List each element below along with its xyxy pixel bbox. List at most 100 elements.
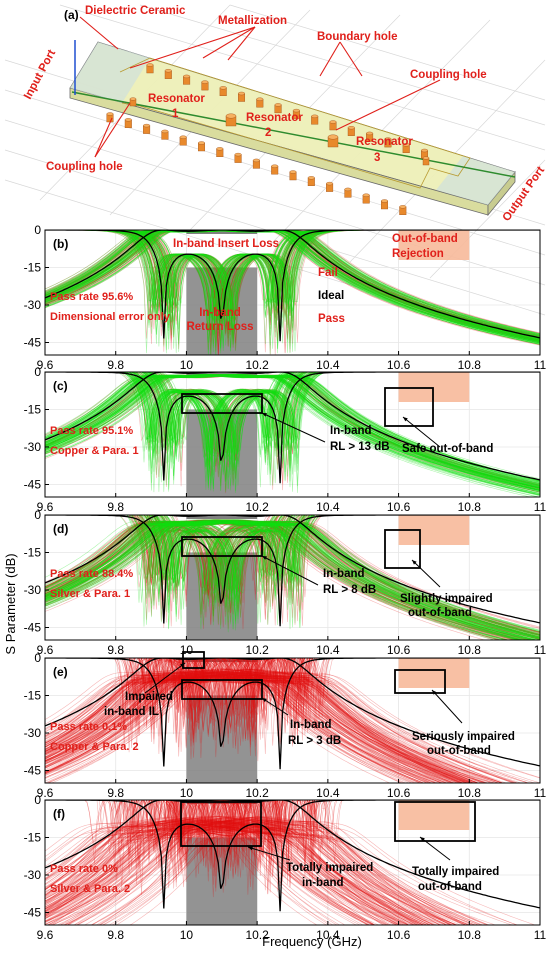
- oob-label-2: out-of-band: [408, 607, 472, 619]
- y-tick-label: -45: [24, 478, 42, 492]
- y-tick-label: -15: [24, 261, 42, 275]
- via-hole: [125, 118, 132, 127]
- via-top: [308, 176, 315, 179]
- panel-f: 9.6 9.8 10 10.2 10.4 10.6 10.8 110-15-30-45(f)P…: [24, 793, 547, 942]
- x-tick-label: 10.8: [458, 643, 482, 657]
- rl-label-1: In-band: [330, 425, 372, 437]
- x-tick-label: 10.4: [316, 643, 340, 657]
- y-tick-label: 0: [34, 508, 41, 522]
- y-axis-label: S Parameter (dB): [3, 553, 18, 654]
- y-tick-label: 0: [34, 651, 41, 665]
- x-tick-label: 10.4: [316, 786, 340, 800]
- via-top: [381, 200, 388, 203]
- panel-label: (d): [53, 522, 68, 536]
- via-top: [147, 64, 154, 67]
- condition-label: Copper & Para. 2: [50, 741, 139, 753]
- via-top: [130, 98, 136, 101]
- x-tick-label: 9.8: [107, 358, 124, 372]
- rl-label-1: In-band: [323, 568, 365, 580]
- via-top: [363, 194, 370, 197]
- via-top: [183, 75, 190, 78]
- condition-label: Dimensional error only: [50, 311, 171, 323]
- oob-arrow: [432, 690, 462, 723]
- via-hole: [217, 147, 224, 156]
- y-tick-label: -45: [24, 906, 42, 920]
- via-hole: [328, 135, 338, 147]
- label-coupling-hole-right: Coupling hole: [410, 69, 487, 81]
- pass-rate-label: Pass rate 0%: [50, 863, 118, 875]
- return-loss-label-2: Return Loss: [186, 321, 253, 333]
- via-hole: [326, 182, 333, 191]
- panel-label: (f): [53, 807, 65, 821]
- x-tick-label: 9.6: [37, 928, 54, 942]
- via-hole: [130, 98, 136, 106]
- via-top: [180, 136, 187, 139]
- x-tick-label: 10.6: [387, 786, 411, 800]
- via-top: [271, 165, 278, 168]
- via-top: [290, 171, 297, 174]
- x-tick-label: 11: [534, 928, 547, 942]
- rl-label-1: In-band: [290, 719, 332, 731]
- via-hole: [220, 86, 227, 95]
- oob-label-1: Slightly impaired: [400, 593, 493, 605]
- x-tick-label: 10.8: [458, 928, 482, 942]
- via-hole: [363, 194, 370, 203]
- via-hole: [345, 188, 352, 197]
- panel-a-label: (a): [64, 8, 79, 22]
- via-top: [311, 115, 318, 118]
- oob-label-1: Seriously impaired: [412, 731, 515, 743]
- y-tick-label: -15: [24, 403, 42, 417]
- oob-label-1: Totally impaired: [412, 866, 499, 878]
- y-tick-label: -30: [24, 726, 42, 740]
- pass-rate-label: Pass rate 0.1%: [50, 721, 127, 733]
- via-hole: [202, 81, 209, 90]
- panel-d: 9.6 9.8 10 10.2 10.4 10.6 10.8 110-15-30-45(d)P…: [24, 508, 547, 657]
- panel-c: 9.6 9.8 10 10.2 10.4 10.6 10.8 110-15-30-45(c)P…: [24, 365, 547, 514]
- y-tick-label: -30: [24, 583, 42, 597]
- label-metallization: Metallization: [218, 15, 287, 27]
- x-tick-label: 9.8: [107, 928, 124, 942]
- ib-label-2: in-band: [302, 877, 344, 889]
- label-dielectric: Dielectric Ceramic: [85, 5, 186, 17]
- via-hole: [143, 124, 150, 133]
- via-hole: [330, 121, 337, 130]
- label-coupling-hole-left: Coupling hole: [46, 161, 123, 173]
- x-tick-label: 10.8: [458, 358, 482, 372]
- oob-label: Safe out-of-band: [402, 443, 493, 455]
- fail-legend-label: Fail: [318, 267, 338, 279]
- via-top: [366, 132, 373, 135]
- panel-b: 9.6 9.8 10 10.2 10.4 10.6 10.8 110-15-30-45(b)P…: [24, 223, 547, 372]
- panel-e: 9.6 9.8 10 10.2 10.4 10.6 10.8 110-15-30-45(e)P…: [24, 651, 547, 800]
- label-resonator-3: Resonator: [356, 136, 413, 148]
- y-tick-label: -45: [24, 764, 42, 778]
- via-top: [423, 157, 429, 160]
- via-hole: [308, 176, 315, 185]
- rejection-region: [399, 372, 470, 402]
- via-top: [257, 98, 264, 101]
- y-tick-label: 0: [34, 223, 41, 237]
- via-hole: [235, 153, 242, 162]
- y-tick-label: -15: [24, 831, 42, 845]
- x-axis-label: Frequency (GHz): [262, 934, 362, 949]
- oob-arrow: [412, 560, 440, 587]
- x-tick-label: 10.8: [458, 786, 482, 800]
- x-tick-label: 10: [180, 643, 194, 657]
- via-hole: [198, 142, 205, 151]
- ideal-legend-label: Ideal: [318, 290, 344, 302]
- x-tick-label: 10.8: [458, 500, 482, 514]
- via-top: [328, 135, 338, 140]
- panel-label: (e): [53, 665, 68, 679]
- x-tick-label: 10.2: [245, 786, 269, 800]
- oob-label-2: out-of-band: [418, 881, 482, 893]
- panel-label: (b): [53, 237, 68, 251]
- via-hole: [311, 115, 318, 124]
- label-boundary-hole: Boundary hole: [317, 31, 398, 43]
- via-hole: [348, 126, 355, 135]
- via-top: [107, 113, 114, 116]
- via-hole: [257, 98, 264, 107]
- label-resonator-2-num: 2: [265, 127, 271, 139]
- via-top: [143, 124, 150, 127]
- x-tick-label: 10.2: [245, 500, 269, 514]
- x-tick-label: 10: [180, 358, 194, 372]
